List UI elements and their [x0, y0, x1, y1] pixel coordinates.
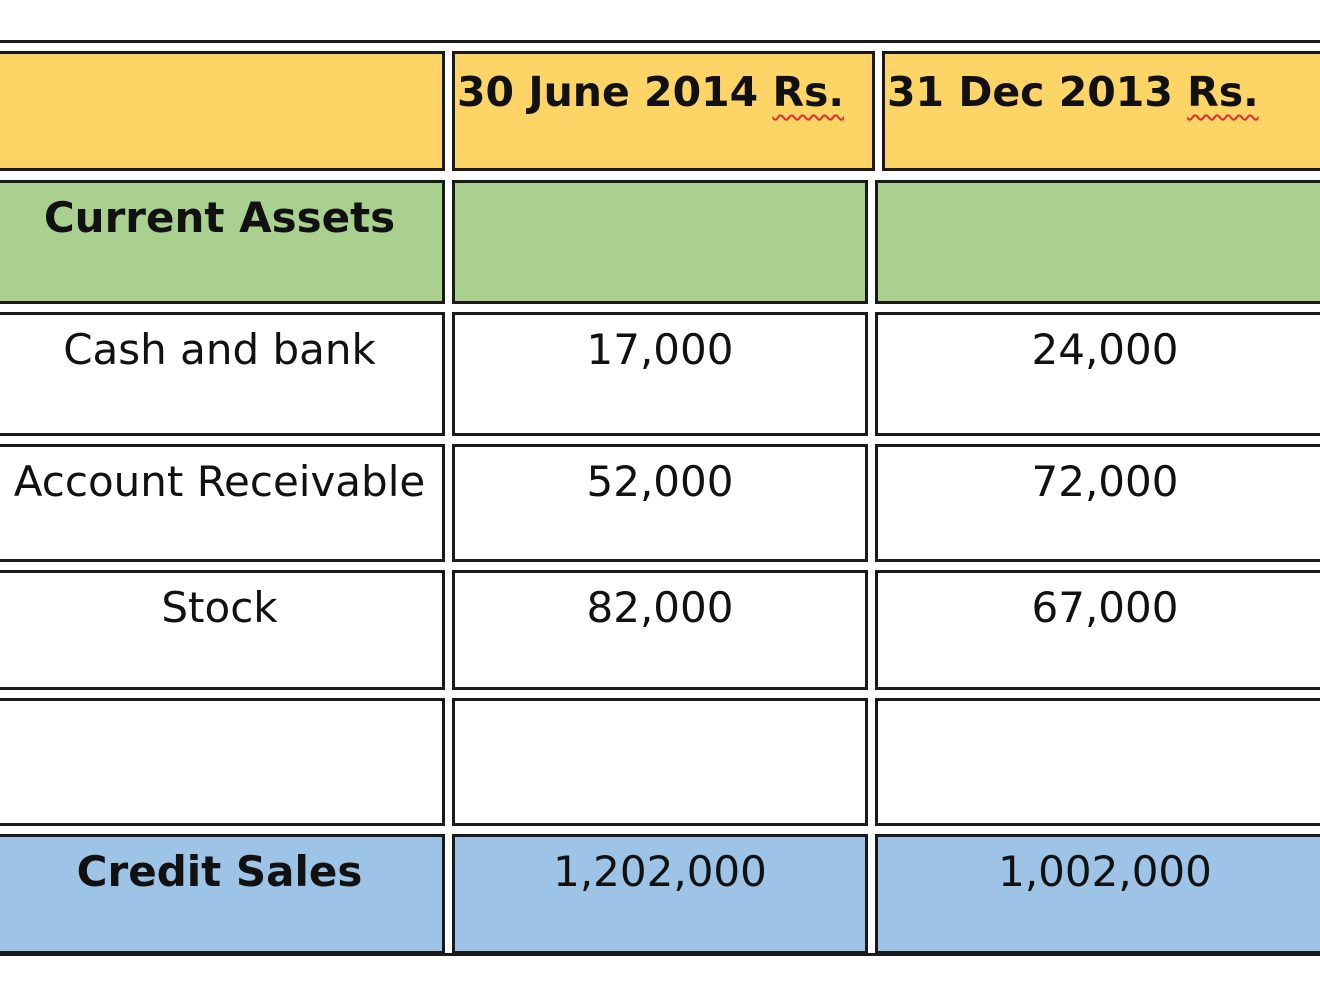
- balance-table: 30 June 2014 Rs. 31 Dec 2013 Rs. Current…: [0, 40, 1320, 956]
- row-label: Stock: [161, 583, 278, 632]
- value-2014: 17,000: [586, 325, 734, 374]
- section-title: Current Assets: [43, 193, 396, 242]
- row-value-2013: 24,000: [875, 312, 1320, 436]
- row-value-2013: [875, 698, 1320, 826]
- row-value-2014: 82,000: [452, 570, 868, 690]
- header-cell-2013: 31 Dec 2013 Rs.: [882, 51, 1320, 171]
- row-value-2013: 67,000: [875, 570, 1320, 690]
- header-cell-blank: [0, 51, 445, 171]
- value-2013: 72,000: [1031, 457, 1179, 506]
- row-label: Cash and bank: [63, 325, 376, 374]
- row-label-cell: Account Receivable: [0, 444, 445, 562]
- header-cell-2014: 30 June 2014 Rs.: [452, 51, 875, 171]
- total-label: Credit Sales: [76, 847, 363, 896]
- value-2014: 52,000: [586, 457, 734, 506]
- row-value-2013: 72,000: [875, 444, 1320, 562]
- row-value-2014: 52,000: [452, 444, 868, 562]
- row-value-2014: [452, 698, 868, 826]
- row-label-cell: Stock: [0, 570, 445, 690]
- total-label-cell: Credit Sales: [0, 834, 445, 954]
- total-value-2013: 1,002,000: [998, 847, 1212, 896]
- total-value-2013-cell: 1,002,000: [875, 834, 1320, 954]
- row-label-cell: Cash and bank: [0, 312, 445, 436]
- total-value-2014: 1,202,000: [553, 847, 767, 896]
- section-cell-2013: [875, 180, 1320, 304]
- section-cell-2014: [452, 180, 868, 304]
- row-value-2014: 17,000: [452, 312, 868, 436]
- value-2013: 24,000: [1031, 325, 1179, 374]
- header-date-2013: 31 Dec 2013: [887, 68, 1173, 116]
- header-unit-2014: Rs.: [772, 68, 844, 116]
- header-unit-2013: Rs.: [1187, 68, 1259, 116]
- row-label-cell: [0, 698, 445, 826]
- value-2013: 67,000: [1031, 583, 1179, 632]
- total-value-2014-cell: 1,202,000: [452, 834, 868, 954]
- row-label: Account Receivable: [13, 457, 426, 506]
- section-title-cell: Current Assets: [0, 180, 445, 304]
- value-2014: 82,000: [586, 583, 734, 632]
- header-date-2014: 30 June 2014: [457, 68, 759, 116]
